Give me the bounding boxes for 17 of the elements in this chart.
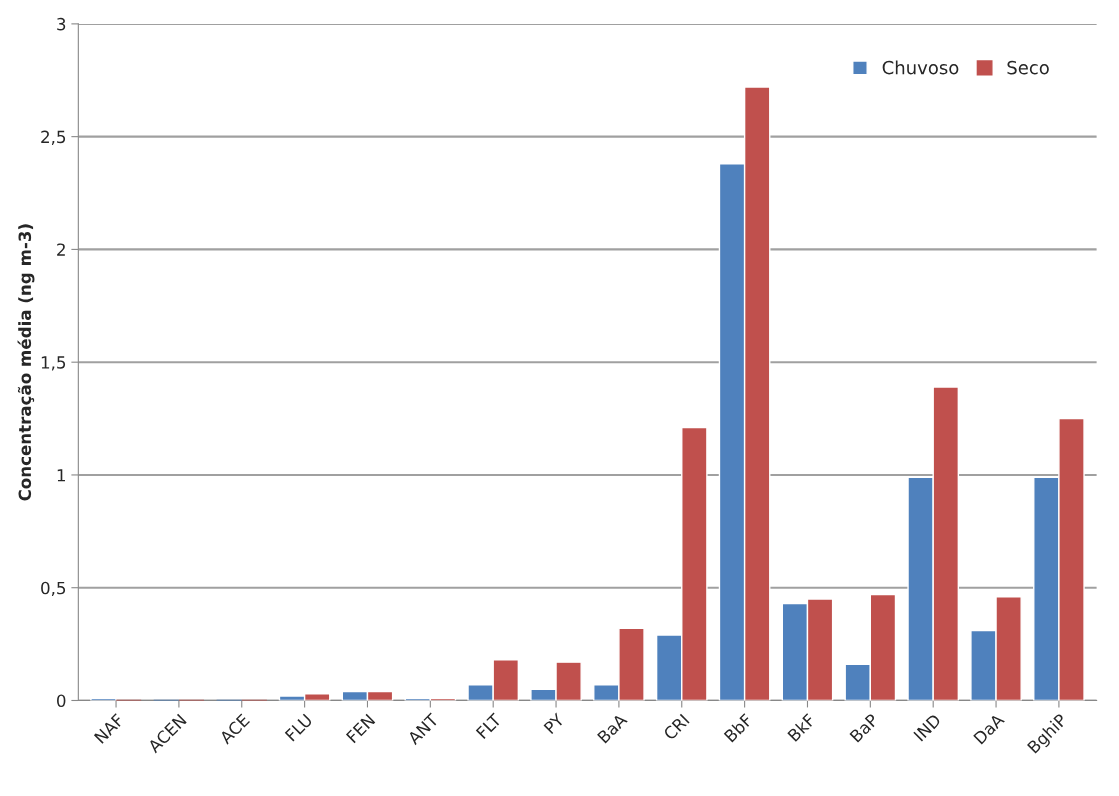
y-tick-label: 2,5 [41,130,66,145]
y-tick-label: 2 [57,243,65,256]
y-tick-label: 3 [57,17,66,31]
x-tick-label: BaP [849,713,880,743]
y-tick-label: 1 [57,469,65,482]
y-tick-label: 0,5 [41,581,66,596]
y-axis-title: Concentração média (ng m-3) [17,224,35,501]
y-tick-label: 0 [57,694,66,708]
x-tick-label: IND [913,713,942,742]
x-tick-label: FLU [284,713,313,742]
x-tick-label: FLT [475,712,503,740]
x-tick-label: BaA [597,712,628,744]
x-tick-label: PY [543,712,566,735]
legend-label: Chuvoso [882,60,959,75]
legend-label: Seco [1007,60,1049,75]
x-tick-label: CRI [662,713,690,741]
y-tick-label: 1,5 [41,356,66,371]
